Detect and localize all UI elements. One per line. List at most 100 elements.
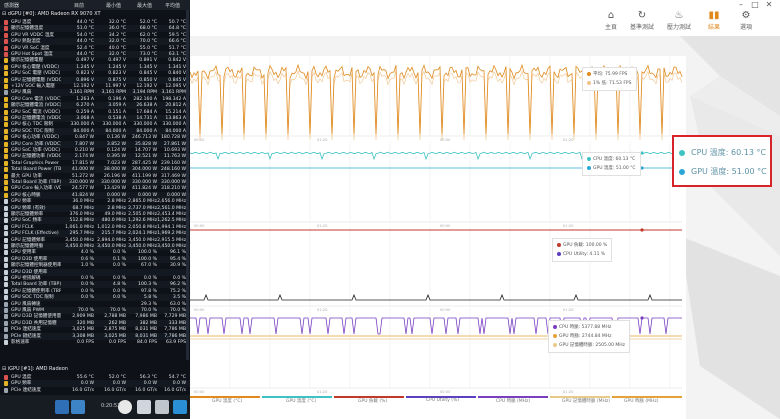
- sensor-row[interactable]: GPU 記憶體功率 (VDDC) 2.174 W 0.395 W 12.521 W 11…: [0, 153, 190, 161]
- sensor-row[interactable]: GPU 頻率 0.0 W 0.0 W 0.0 W 0.0 W: [0, 380, 190, 388]
- sensor-row[interactable]: Total Board Power (TBP) 41.000 W 38.000 W 3…: [0, 166, 190, 174]
- sensor-cur-value: 3,025 MB: [72, 327, 94, 333]
- col-max-header[interactable]: 最大值: [137, 3, 153, 9]
- sensor-row[interactable]: GPU 風扇 3,161 RPM 3,161 RPM 3,194 RPM 3,161 R…: [0, 89, 190, 97]
- sensor-name: 顯示記憶體控制器使用率: [11, 263, 61, 269]
- sensor-row[interactable]: GPU 記憶體頻率 3,450.0 MHz 2,894.0 MHz 3,450.0 M…: [0, 237, 190, 244]
- sensor-row[interactable]: GPU SoC 電流 (VDDC) 0.259 A 0.151 A 17.684 A 1…: [0, 109, 190, 116]
- sensor-row[interactable]: 最大 GPU 功率 51.272 W 26.196 W 411.199 W 317.46…: [0, 173, 190, 180]
- sensor-row[interactable]: GPU Core 電流 (VDDC) 1.263 A 0.196 A 282.160 …: [0, 96, 190, 103]
- sensor-name: GPU FCLK: [11, 224, 34, 230]
- sensor-row[interactable]: 影格速率 0.0 FPS 0.0 FPS 84.0 FPS 63.9 FPS: [0, 339, 190, 346]
- sensor-row[interactable]: 顯示記憶體時脈 3,450.0 MHz 3,450.0 MHz 3,450.0 MHz…: [0, 243, 190, 250]
- legend-item[interactable]: GPU 時脈 (MHz): [624, 399, 659, 404]
- sensor-scrollbar[interactable]: [186, 10, 189, 360]
- sensor-row[interactable]: GPU 風扇轉速 29.3 % 63.0 %: [0, 301, 190, 308]
- sensor-min-value: 0.823 V: [108, 71, 126, 77]
- sensor-avg-value: 20.812 A: [165, 103, 186, 109]
- nav-home[interactable]: ⌂ 主頁: [596, 10, 626, 31]
- sensor-row[interactable]: GPU 溫度 44.0 °C 32.0 °C 52.0 °C 50.7 °C: [0, 19, 190, 26]
- col-min-header[interactable]: 最小值: [106, 3, 122, 9]
- legend-item[interactable]: GPU 溫度 (°C): [212, 399, 243, 404]
- sensor-row[interactable]: GPU FCLK 1,061.0 MHz 1,012.0 MHz 2,050.8 MH…: [0, 224, 190, 231]
- network-button[interactable]: [71, 400, 85, 414]
- sensor-row[interactable]: GPU SoC 電壓 (VDDC) 0.823 V 0.823 V 0.845 V 0.…: [0, 70, 190, 77]
- sensor-row[interactable]: GPU 核心時脈 41.824 W 0.000 W 0.000 W 0.000 W: [0, 191, 190, 199]
- sensor-max-value: 84.0 FPS: [136, 340, 157, 345]
- sensor-row[interactable]: GPU VR VDDC 溫度 54.0 °C 34.2 °C 62.0 °C 59.5 …: [0, 32, 190, 39]
- sensor-row[interactable]: GPU D3D 共用記憶體 320 MB 262 MB 382 MB 333 MB: [0, 319, 190, 327]
- col-avg-header[interactable]: 平均值: [165, 3, 181, 9]
- clock-icon: [4, 237, 8, 243]
- sensor-name: Total Board 功率 (TBP): [11, 180, 61, 185]
- maximize-icon[interactable]: □: [751, 0, 759, 9]
- col-sensor-header[interactable]: 感測器: [4, 3, 20, 9]
- sensor-row[interactable]: GPU 記憶體電流 (VDDC) 3.068 A 0.538 A 14.731 A 13…: [0, 115, 190, 122]
- sensor-row[interactable]: GPU 頻率 (有效) 68.7 MHz 2.8 MHz 2,737.0 MHz 2,5…: [0, 204, 190, 212]
- sensor-row[interactable]: GPU 核心功率 (VDDC) 0.847 W 0.136 W 246.713 W 18…: [0, 134, 190, 141]
- layout-button[interactable]: [55, 400, 69, 414]
- legend-item[interactable]: CPU Utility (%): [426, 398, 460, 403]
- legend-item[interactable]: GPU 溫度 (°C): [286, 399, 317, 404]
- clock-icon[interactable]: [118, 400, 132, 414]
- sensor-row[interactable]: GPU 頻率 36.0 MHz 2.8 MHz 2,865.0 MHz 2,656.0 …: [0, 198, 190, 205]
- sensor-row[interactable]: +12V SOC 輸入電壓 12.192 V 11.997 V 12.192 V 12.…: [0, 83, 190, 90]
- nav-options[interactable]: ⚙ 選項: [731, 10, 761, 31]
- sensor-row[interactable]: GPU Hot Spot 溫度 44.0 °C 32.0 °C 73.0 °C 63.1…: [0, 51, 190, 58]
- legend-item[interactable]: GPU 負載 (%): [358, 399, 388, 404]
- fps-avg-label: 平均: 75.99 FPS: [593, 72, 628, 77]
- sensor-row[interactable]: GPU Core 功率 (VDDC) 7.807 W 3.852 W 35.828 W…: [0, 140, 190, 148]
- sensor-row[interactable]: GPU VR SoC 溫度 52.4 °C 40.0 °C 55.0 °C 51.7 °…: [0, 45, 190, 52]
- sensor-row[interactable]: Total Graphics Power 17.815 W 7.023 W 287.4…: [0, 160, 190, 167]
- report-button[interactable]: [137, 400, 151, 414]
- sensor-avg-value: 13.863 A: [165, 116, 186, 121]
- sensor-row[interactable]: GPU 記憶體電壓 (VDDC) 0.896 V 0.875 V 0.850 V 0.8…: [0, 76, 190, 84]
- minimize-icon[interactable]: –: [739, 0, 743, 9]
- sensor-min-value: 1.245 V: [108, 64, 126, 70]
- sensor-row[interactable]: PCIe 連結速度 3,025 MB 2,875 MB 8,031 MB 7,786 M…: [0, 326, 190, 333]
- sensor-row[interactable]: GPU D3D 使用率 0.6 % 0.1 % 100.0 % 95.4 %: [0, 255, 190, 263]
- dgpu-group-header[interactable]: ⊟ dGPU [#0]: AMD Radeon RX 9070 XT: [2, 11, 101, 17]
- sensor-row[interactable]: GPU D3D 記憶體使用量 2,909 MB 2,788 MB 7,986 MB 7,…: [0, 313, 190, 320]
- gpu-clock-label: GPU 時脈: 2744.84 MHz: [559, 334, 612, 339]
- sensor-row[interactable]: PCIe 鏈結速度 3,308 MB 3,025 MB 8,031 MB 7,786 M…: [0, 332, 190, 340]
- sensor-min-value: 7.023 W: [106, 160, 126, 166]
- sensor-row[interactable]: 顯示記憶體電壓 0.497 V 0.497 V 0.891 V 0.842 V: [0, 57, 190, 64]
- sensor-row[interactable]: PCIe 連結速度 16.0 GT/s 16.0 GT/s 16.0 GT/s 16.0…: [0, 387, 190, 394]
- sensor-row[interactable]: 顯示記憶體電流 (VDDC) 6.270 A 3.059 A 26.638 A 20.8…: [0, 102, 190, 110]
- sensor-row[interactable]: GPU 溫度 55.6 °C 52.0 °C 56.3 °C 54.7 °C: [0, 374, 190, 381]
- col-current-header[interactable]: 目前: [74, 3, 85, 9]
- igpu-group-header[interactable]: ⊟ iGPU [#1]: AMD Radeon: [2, 366, 68, 372]
- sensor-row[interactable]: GPU 核心 TDC 限制 330.000 A 330.000 A 330.000 A…: [0, 121, 190, 128]
- legend-item[interactable]: GPU 記憶體時脈 (MHz): [562, 399, 610, 404]
- settings-button[interactable]: [155, 400, 169, 414]
- sensor-max-value: 0.845 V: [139, 71, 157, 77]
- sensor-row[interactable]: GPU 視訊解碼 0.0 % 0.0 % 0.0 % 0.0 %: [0, 275, 190, 282]
- sensor-row[interactable]: GPU FCLK (Effective) 295.7 MHz 215.7 MHz 2,…: [0, 230, 190, 238]
- sensor-row[interactable]: GPU 記憶體使用率 (TBP) 0.0 % 0.0 % 97.8 % 75.2 %: [0, 288, 190, 295]
- sensor-row[interactable]: GPU 熱點溫度 44.0 °C 32.0 °C 70.0 °C 66.6 °C: [0, 38, 190, 46]
- sensor-row[interactable]: Total Board 功率 (TBP) 0.0 % 4.8 % 100.3 % 96.…: [0, 281, 190, 289]
- nav-stress[interactable]: ♨ 壓力測試: [664, 10, 694, 31]
- sensor-row[interactable]: GPU 核心電壓 (VDDC) 1.245 V 1.245 V 1.345 V 1.34…: [0, 63, 190, 71]
- sensor-name: GPU 溫度: [11, 20, 32, 25]
- sensor-row[interactable]: GPU D3D 使用率: [0, 268, 190, 276]
- sensor-row[interactable]: 顯示記憶體控制器使用率 1.0 % 0.0 % 67.0 % 30.9 %: [0, 262, 190, 269]
- sensor-row[interactable]: 顯示記憶體頻率 376.0 MHz 49.0 MHz 2,505.0 MHz 2,453…: [0, 211, 190, 218]
- sensor-row[interactable]: GPU SoC 功率 (VDDC) 0.210 W 0.124 W 14.707 W 1…: [0, 147, 190, 154]
- legend-item[interactable]: CPU 時脈 (MHz): [496, 399, 531, 404]
- sensor-row[interactable]: 顯示記憶體溫度 51.0 °C 36.0 °C 68.0 °C 64.8 °C: [0, 25, 190, 33]
- lightning-icon: [4, 77, 8, 83]
- sensor-row[interactable]: GPU SOC TDC 限制 84.000 A 84.000 A 84.000 A 84…: [0, 127, 190, 135]
- close-icon[interactable]: ✕: [765, 0, 773, 9]
- nav-results[interactable]: ▮▮ 結果: [699, 10, 729, 31]
- nav-benchmark[interactable]: ↻ 基準測試: [627, 10, 657, 31]
- sensor-row[interactable]: GPU Core 輸入功率 (VDDC) 24.577 W 13.429 W 411.…: [0, 185, 190, 192]
- sensor-name: GPU VR SoC 溫度: [11, 45, 50, 51]
- sensor-row[interactable]: GPU SOC TDC 限制 0.0 % 0.0 % 5.8 % 3.5 %: [0, 294, 190, 302]
- sensor-row[interactable]: Total Board 功率 (TBP) 330.000 W 330.000 W 33…: [0, 179, 190, 186]
- sensor-row[interactable]: GPU 使用率 4.0 % 0.0 % 100.0 % 96.1 %: [0, 249, 190, 256]
- sensor-row[interactable]: GPU SoC 頻率 512.8 MHz 480.0 MHz 1,292.6 MHz 1…: [0, 217, 190, 225]
- exit-button[interactable]: [173, 400, 187, 414]
- sensor-row[interactable]: GPU 風扇 PWM 70.0 % 70.0 % 70.0 % 70.0 %: [0, 307, 190, 314]
